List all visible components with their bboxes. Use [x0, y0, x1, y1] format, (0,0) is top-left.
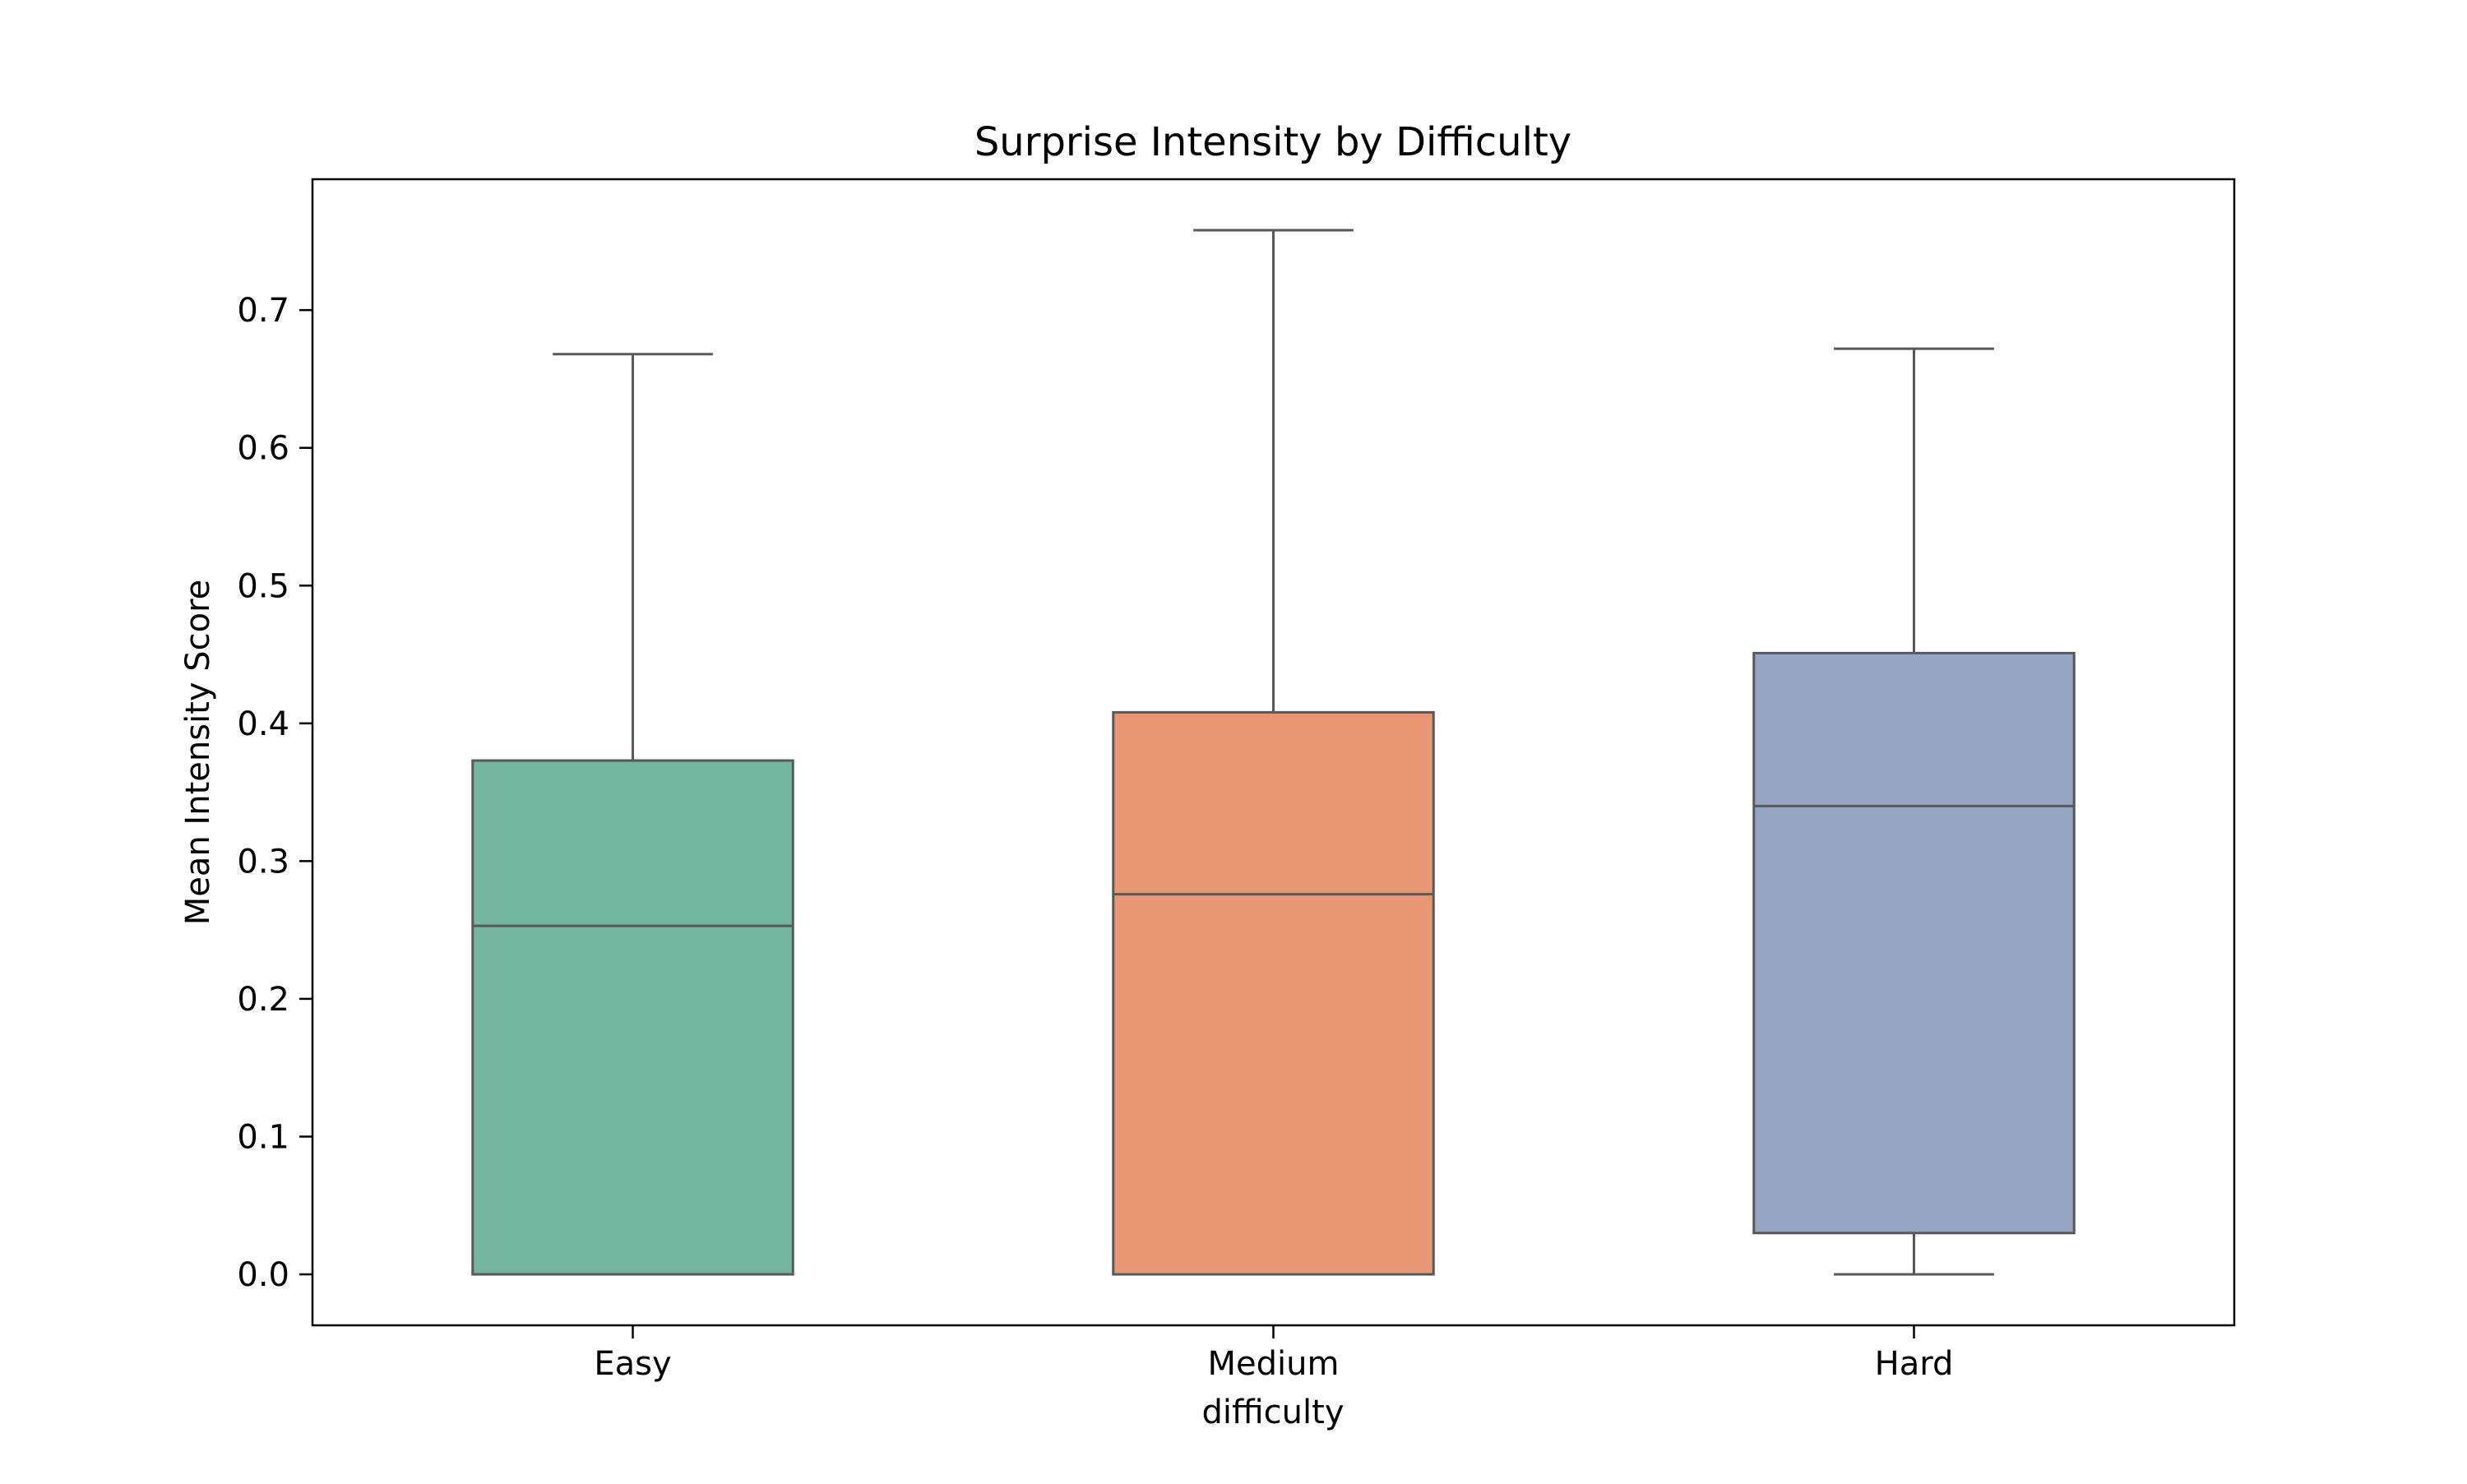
y-tick-label-0: 0.0: [237, 1256, 289, 1294]
y-tick-label-1: 0.1: [237, 1118, 289, 1156]
y-tick-label-5: 0.5: [237, 567, 289, 605]
box-group-easy: [471, 353, 794, 1276]
x-tick-label-easy: Easy: [594, 1345, 671, 1383]
x-axis-label: difficulty: [1202, 1394, 1345, 1431]
plot-frame: [311, 178, 2236, 1327]
box-group-medium: [1112, 229, 1435, 1276]
y-axis-label: Mean Intensity Score: [179, 580, 217, 926]
box-hard: [1752, 651, 2076, 1235]
box-medium: [1112, 710, 1435, 1276]
y-tick-label-2: 0.2: [237, 981, 289, 1019]
box-group-hard: [1752, 347, 2076, 1276]
y-tick-label-3: 0.3: [237, 843, 289, 881]
box-easy: [471, 759, 794, 1276]
y-tick-label-4: 0.4: [237, 705, 289, 743]
x-tick-label-medium: Medium: [1208, 1345, 1340, 1383]
y-tick-label-6: 0.6: [237, 430, 289, 468]
ticks-layer: Easy Medium Hard 0.0 0.1 0.2 0.3 0.4 0.5 0.6 0.7: [237, 292, 1953, 1383]
x-tick-label-hard: Hard: [1875, 1345, 1954, 1383]
y-tick-label-7: 0.7: [237, 292, 289, 330]
boxes-layer: [471, 229, 2076, 1276]
chart-title: Surprise Intensity by Difficulty: [974, 119, 1571, 165]
